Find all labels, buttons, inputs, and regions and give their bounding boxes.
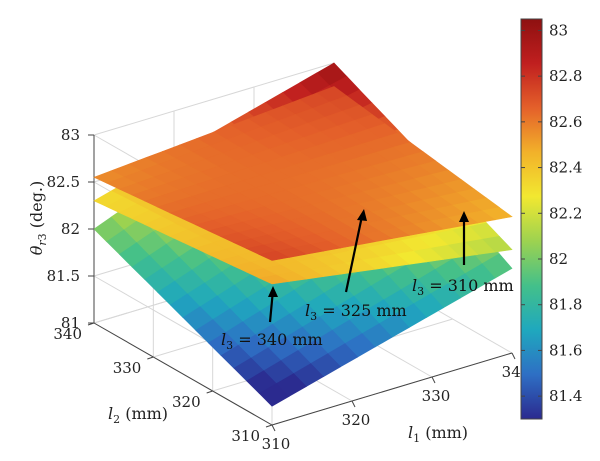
colorbar-tick-label: 82.2 [549,204,582,222]
annotation-l3-325: l3 = 325 mm [305,209,407,323]
y-tick-labels: 310 320 330 340 [53,325,260,445]
z-tick-label: 81.5 [47,267,80,285]
x-axis-label: l1 (mm) [408,423,468,445]
y-tick-label: 330 [113,359,142,377]
surface-patch [258,274,291,285]
colorbar-tick-label: 82.6 [549,113,582,131]
svg-text:l3 = 325 mm: l3 = 325 mm [305,301,407,323]
colorbar [520,18,543,420]
colorbar-tick-label: 82.4 [549,159,582,177]
z-tick-label: 82 [61,220,80,238]
svg-text:l3 = 310 mm: l3 = 310 mm [412,276,514,298]
svg-text:l3 = 340 mm: l3 = 340 mm [221,330,323,352]
colorbar-tick-label: 82 [549,250,568,268]
z-tick-label: 83 [61,126,80,144]
colorbar-tick-labels: 81.4 81.6 81.8 82 82.2 82.4 82.6 82.8 83 [521,21,582,405]
colorbar-tick-label: 81.4 [549,387,582,405]
colorbar-tick-label: 81.8 [549,296,582,314]
annotation-l3-340: l3 = 340 mm [221,286,323,352]
z-axis-label: θr3 (deg.) [27,181,49,256]
annotation-l3-310: l3 = 310 mm [412,211,514,298]
colorbar-tick-label: 83 [549,21,568,39]
annotations: l3 = 340 mm l3 = 325 mm l3 = 310 mm [221,209,514,352]
colorbar-tick-label: 82.8 [549,67,582,85]
y-tick-label: 340 [53,325,82,343]
y-tick-label: 320 [172,393,201,411]
z-tick-label: 81 [61,314,80,332]
colorbar-tick-label: 81.6 [549,341,582,359]
surface-l3-325 [93,86,513,261]
surfaces [93,62,513,407]
z-tick-label: 82.5 [47,173,80,191]
surface-patch [258,383,290,407]
y-axis-label: l2 (mm) [108,404,168,426]
x-tick-label: 330 [422,387,451,405]
surface-patch [258,250,291,261]
z-tick-labels: 81 81.5 82 82.5 83 [47,126,80,332]
x-tick-label: 310 [262,435,291,453]
x-tick-label: 320 [342,411,371,429]
y-tick-label: 310 [231,427,260,445]
